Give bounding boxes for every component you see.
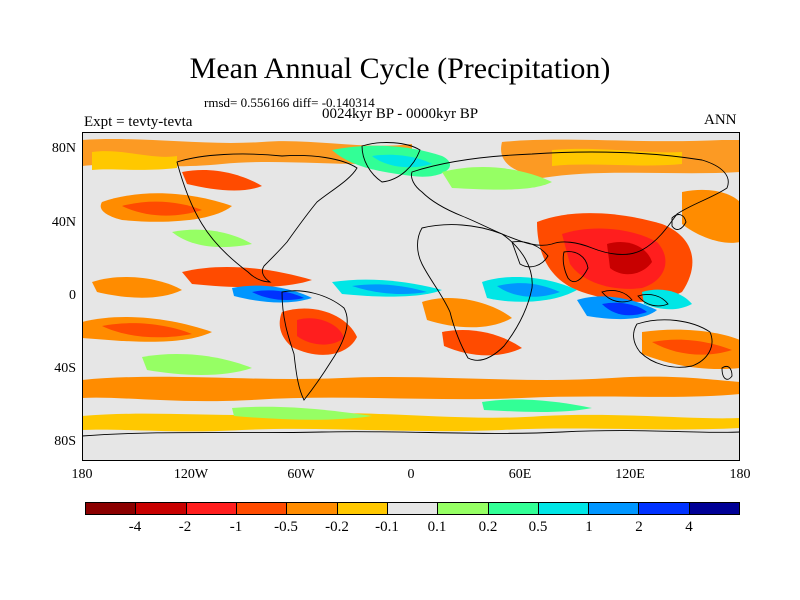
lon-label-60e: 60E — [508, 467, 532, 482]
colorbar-swatch — [488, 503, 539, 514]
colorbar-swatch — [639, 503, 690, 514]
colorbar-swatch — [236, 503, 288, 514]
lon-label-180e: 180 — [729, 467, 751, 482]
lat-label-80s: 80S — [54, 434, 76, 449]
statistics-text: rmsd= 0.556166 diff= -0.140314 — [204, 95, 375, 110]
colorbar-label: 0.5 — [528, 519, 548, 535]
map-border — [82, 132, 740, 461]
colorbar-label: -4 — [128, 519, 142, 535]
coastlines — [82, 142, 740, 437]
lat-label-40n: 40N — [51, 215, 76, 230]
colorbar-swatch — [387, 503, 439, 514]
colorbar-label: 2 — [635, 519, 643, 535]
colorbar-label: 1 — [585, 519, 593, 535]
colorbar-swatch — [287, 503, 338, 514]
colorbar-label: 0.1 — [427, 519, 447, 535]
colorbar-swatch — [337, 503, 388, 514]
experiment-label: Expt = tevty-tevta — [84, 114, 193, 130]
season-label: ANN — [704, 112, 737, 128]
colorbar-label: -0.2 — [325, 519, 349, 535]
colorbar-label: -1 — [229, 519, 243, 535]
colorbar-swatch — [136, 503, 187, 514]
chart-title: Mean Annual Cycle (Precipitation) — [189, 52, 611, 85]
colorbar-swatch — [689, 503, 740, 514]
colorbar-label: -2 — [178, 519, 192, 535]
colorbar-label: 4 — [685, 519, 693, 535]
lon-label-120e: 120E — [615, 467, 645, 482]
period-text: 0024kyr BP - 0000kyr BP — [322, 106, 479, 122]
colorbar-swatch — [538, 503, 590, 514]
lat-label-40s: 40S — [54, 361, 76, 376]
lon-label-120w: 120W — [173, 467, 209, 482]
colorbar-label: -0.1 — [375, 519, 399, 535]
colorbar-swatch — [186, 503, 237, 514]
lon-label-180w: 180 — [71, 467, 93, 482]
colorbar-swatch — [86, 503, 137, 514]
colorbar-label: 0.2 — [478, 519, 498, 535]
anomaly-field — [82, 139, 740, 432]
lat-label-0: 0 — [69, 288, 76, 303]
lon-label-0: 0 — [407, 467, 415, 482]
colorbar-swatch — [589, 503, 640, 514]
colorbar — [85, 502, 740, 515]
colorbar-swatch — [438, 503, 489, 514]
map-canvas — [82, 132, 740, 461]
lon-label-60w: 60W — [287, 467, 315, 482]
precipitation-map — [82, 132, 740, 461]
lat-label-80n: 80N — [51, 141, 76, 156]
colorbar-label: -0.5 — [274, 519, 298, 535]
